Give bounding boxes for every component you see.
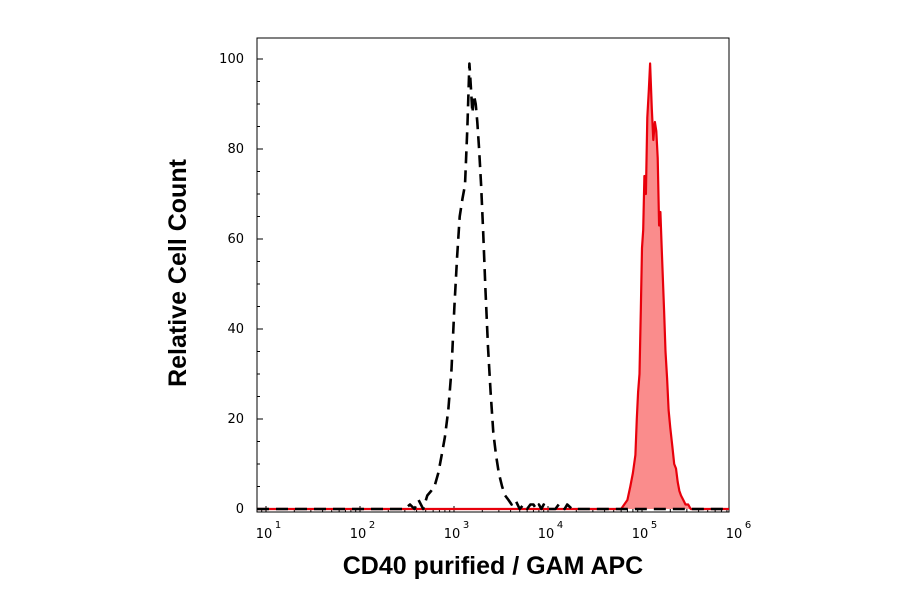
plot-frame <box>256 37 730 513</box>
x-tick-label-exponent: 6 <box>745 520 751 531</box>
x-tick-label: 10 <box>444 527 461 542</box>
x-tick-label: 10 <box>726 527 743 542</box>
x-axis-title: CD40 purified / GAM APC <box>343 552 644 580</box>
x-tick-label-exponent: 1 <box>275 520 281 531</box>
x-tick-label: 10 <box>350 527 367 542</box>
y-tick-label: 20 <box>227 412 244 427</box>
y-tick-label: 60 <box>227 232 244 247</box>
stained-histogram-line <box>257 62 729 511</box>
x-tick-label: 10 <box>256 527 273 542</box>
y-tick-label: 0 <box>236 502 244 517</box>
control-histogram-line <box>257 62 729 511</box>
x-tick-label-exponent: 5 <box>651 520 657 531</box>
x-tick-label-exponent: 4 <box>557 520 563 531</box>
x-tick-label: 10 <box>538 527 555 542</box>
y-axis-title: Relative Cell Count <box>164 158 192 386</box>
x-tick-label-exponent: 3 <box>463 520 469 531</box>
x-tick-label: 10 <box>632 527 649 542</box>
y-tick-label: 40 <box>227 322 244 337</box>
y-tick-label: 100 <box>219 52 244 67</box>
y-axis-tick-labels: 0 20 40 60 80 100 <box>219 52 244 517</box>
stained-histogram-fill <box>257 63 729 509</box>
x-tick-label-exponent: 2 <box>369 520 375 531</box>
histogram-series <box>257 62 729 511</box>
y-axis-ticks <box>257 58 263 510</box>
y-tick-label: 80 <box>227 142 244 157</box>
